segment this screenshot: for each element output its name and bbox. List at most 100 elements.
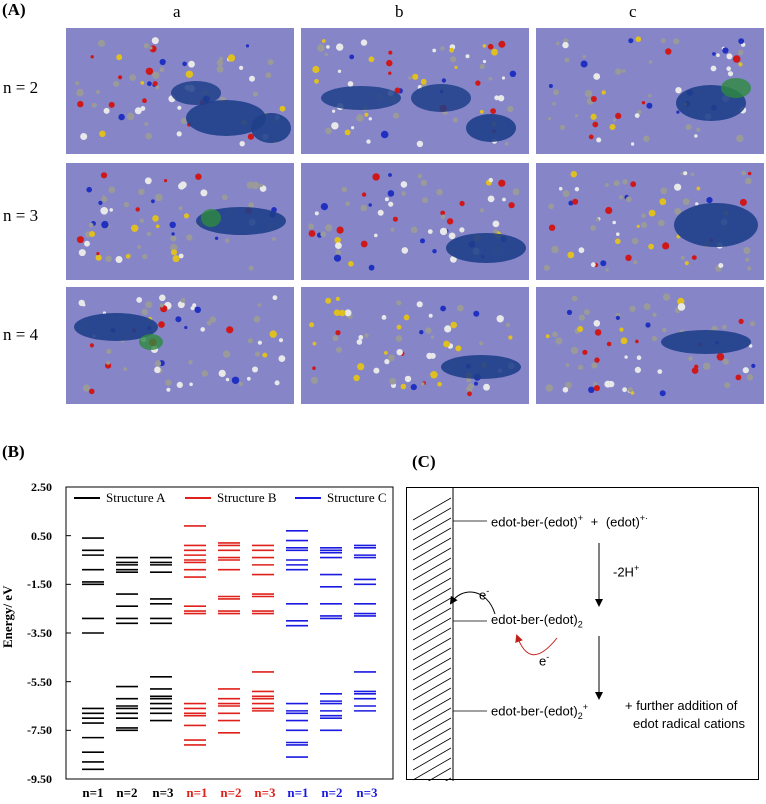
atom	[577, 326, 584, 332]
atom	[314, 78, 319, 84]
atom	[643, 135, 650, 142]
atom	[683, 171, 688, 176]
atom	[552, 102, 556, 106]
atom	[726, 53, 733, 60]
atom	[373, 367, 380, 374]
atom	[566, 309, 573, 315]
atom	[155, 193, 163, 202]
atom	[562, 190, 570, 197]
atom	[154, 366, 161, 374]
atom	[396, 300, 402, 306]
atom	[159, 58, 166, 66]
column-label-c: c	[629, 2, 637, 21]
atom	[605, 206, 613, 215]
atom	[454, 65, 458, 69]
atom	[171, 232, 175, 236]
atom	[571, 295, 578, 302]
atom	[474, 381, 478, 386]
row-label-n4: n = 4	[3, 325, 39, 344]
atom	[706, 197, 713, 204]
atom	[710, 65, 717, 72]
atom	[690, 172, 695, 177]
orbital-image-b-n4	[301, 287, 529, 404]
atom	[625, 196, 632, 203]
atom	[190, 306, 195, 311]
atom	[551, 245, 559, 254]
atom	[741, 170, 746, 176]
atom	[475, 80, 481, 86]
atom	[188, 60, 195, 68]
hatch-line	[412, 657, 452, 681]
atom	[660, 187, 668, 195]
atom	[123, 201, 130, 208]
atom	[459, 200, 465, 207]
atom	[712, 52, 716, 56]
atom	[84, 240, 90, 247]
energy-level-chart	[65, 486, 394, 780]
energy-levels	[82, 525, 376, 771]
atom	[417, 173, 423, 179]
atom	[108, 186, 116, 194]
legend-label-b: Structure B	[217, 490, 277, 505]
atom	[590, 96, 597, 102]
atom	[496, 315, 504, 323]
atom	[146, 231, 152, 237]
atom	[577, 364, 584, 371]
atom	[634, 366, 641, 373]
atom	[556, 41, 560, 46]
electron-1-text: e	[479, 587, 487, 603]
atom	[147, 81, 152, 87]
atom	[662, 327, 667, 333]
atom	[164, 179, 168, 183]
atom	[595, 218, 600, 222]
atom	[696, 186, 701, 191]
atom	[742, 367, 749, 374]
atom	[677, 303, 686, 311]
atom	[312, 65, 320, 74]
atom	[565, 381, 572, 389]
atom	[492, 220, 500, 228]
atom	[680, 172, 684, 176]
atom	[178, 253, 184, 259]
atom	[178, 182, 185, 190]
atom	[176, 131, 182, 137]
hatch-line	[412, 717, 452, 741]
hatch-line	[412, 527, 452, 551]
atom	[91, 102, 97, 108]
atom	[425, 327, 432, 334]
hatch-line	[412, 517, 452, 541]
atom	[428, 313, 433, 318]
atom	[412, 73, 419, 80]
atom	[216, 65, 224, 73]
atom	[216, 59, 224, 67]
atom	[89, 231, 96, 237]
atom	[351, 126, 355, 130]
species-2: edot-ber-(edot)2	[491, 612, 583, 630]
atom	[505, 322, 511, 328]
atom	[314, 211, 319, 216]
atom	[356, 339, 363, 345]
atom	[388, 173, 392, 177]
atom	[143, 43, 150, 49]
atom	[465, 54, 470, 59]
atom	[347, 81, 354, 87]
atom	[384, 197, 389, 202]
atom	[309, 322, 315, 328]
atom	[103, 107, 110, 114]
electron-label-2: e-	[539, 652, 549, 668]
atom	[648, 209, 656, 217]
atom	[466, 377, 472, 383]
atom	[226, 326, 234, 334]
atom	[630, 142, 635, 146]
atom	[450, 56, 457, 63]
atom	[364, 112, 369, 117]
atom	[631, 237, 639, 245]
atom	[547, 116, 551, 121]
species-3-subscript: 2	[577, 710, 583, 721]
atom	[641, 101, 646, 105]
atom	[562, 41, 569, 49]
atom	[251, 181, 260, 190]
atom	[170, 235, 177, 242]
atom	[636, 224, 640, 228]
atom	[253, 315, 261, 323]
